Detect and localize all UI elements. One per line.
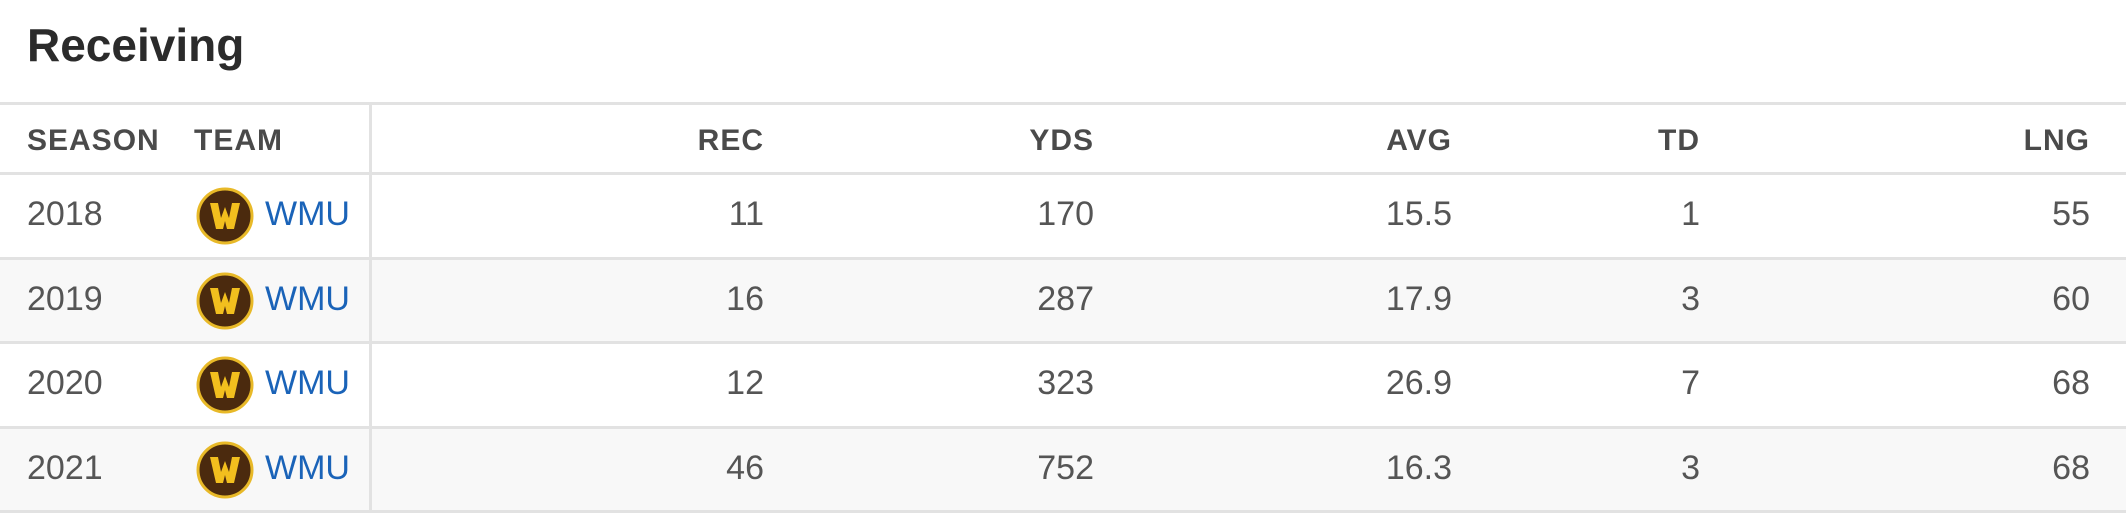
column-header: LNG [2023, 124, 2090, 157]
team-link[interactable]: WMU [265, 448, 350, 487]
table-cell: 12 [726, 364, 764, 402]
table-cell: 1 [1681, 195, 1700, 233]
column-header: YDS [1029, 124, 1094, 157]
column-header: TEAM [194, 124, 283, 157]
table-cell: 3 [1681, 448, 1700, 487]
column-header: SEASON [27, 124, 160, 157]
table-cell: 55 [2052, 195, 2090, 233]
team-link[interactable]: WMU [265, 279, 350, 318]
team-logo [196, 441, 254, 498]
row-border [0, 341, 2126, 344]
table-cell: 11 [728, 195, 764, 233]
section-title: Receiving [27, 19, 245, 71]
header-top-border [0, 102, 2126, 105]
table-row [0, 175, 2126, 257]
table-cell: 3 [1681, 279, 1700, 318]
table-cell: 323 [1037, 364, 1094, 402]
table-cell: 170 [1037, 195, 1094, 233]
team-logo [196, 356, 254, 414]
table-cell: 68 [2052, 364, 2090, 402]
table-cell: 752 [1037, 448, 1094, 487]
team-logo [196, 187, 254, 245]
table-cell: 16.3 [1385, 448, 1452, 487]
table-cell: 2019 [27, 279, 103, 318]
column-header: AVG [1386, 124, 1452, 157]
column-header: REC [697, 124, 764, 157]
table-cell: 68 [2052, 448, 2090, 487]
team-link[interactable]: WMU [265, 364, 350, 402]
table-cell: 2018 [27, 195, 103, 233]
table-row [0, 259, 2126, 341]
table-cell: 26.9 [1385, 364, 1452, 402]
team-logo [196, 272, 254, 329]
header-bottom-border [0, 172, 2126, 175]
table-row [0, 344, 2126, 426]
column-divider [369, 102, 372, 511]
table-cell: 17.9 [1385, 279, 1452, 318]
row-border [0, 256, 2126, 260]
column-header: TD [1658, 124, 1700, 157]
table-cell: 16 [726, 279, 764, 318]
table-cell: 7 [1681, 364, 1700, 402]
team-link[interactable]: WMU [265, 195, 350, 233]
table-cell: 46 [726, 448, 764, 487]
table-cell: 287 [1037, 279, 1094, 318]
table-cell: 60 [2052, 279, 2090, 318]
table-cell: 15.5 [1385, 195, 1452, 233]
table-cell: 2021 [27, 448, 103, 487]
table-row [0, 428, 2126, 510]
row-border [0, 425, 2126, 429]
table-cell: 2020 [27, 364, 103, 402]
